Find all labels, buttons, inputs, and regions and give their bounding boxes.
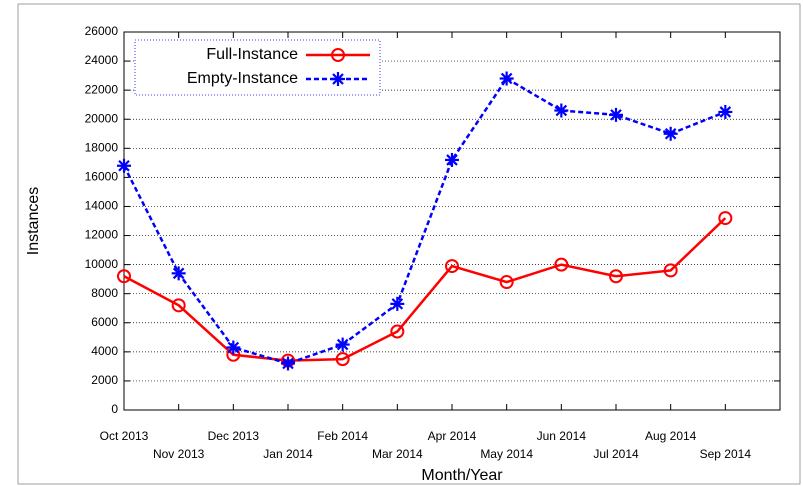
x-tick-label: Feb 2014 [317,429,368,443]
y-tick-label: 2000 [91,373,118,387]
marker [609,107,623,122]
y-tick-label: 22000 [85,82,119,96]
marker [663,126,678,141]
x-tick-label: May 2014 [480,447,533,461]
marker [499,71,514,86]
marker-stroke [664,127,677,140]
marker-stroke [610,109,622,121]
legend-marker [331,72,345,86]
marker [554,103,569,118]
x-tick-label: Dec 2013 [208,429,260,443]
marker-stroke [282,357,294,370]
y-tick-label: 6000 [91,315,118,329]
marker-stroke [336,338,349,351]
marker [554,257,569,272]
x-tick-label: Sep 2014 [700,447,752,461]
marker-stroke [332,73,344,85]
marker-stroke [118,159,130,172]
y-tick-label: 8000 [91,286,118,300]
x-tick-label: Oct 2013 [100,429,149,443]
marker [445,152,459,167]
marker [499,275,514,290]
series-line [123,217,727,362]
marker [335,337,350,352]
marker-stroke [227,341,240,354]
marker [335,352,350,367]
legend-label: Empty-Instance [187,70,298,87]
y-tick-label: 10000 [85,257,119,271]
marker [445,259,459,274]
x-tick-label: Apr 2014 [428,429,477,443]
marker-stroke [446,154,458,166]
marker-stroke [500,72,513,85]
marker [609,269,623,284]
marker [663,263,678,278]
marker [390,324,405,339]
marker-stroke [719,106,732,118]
x-tick-label: Jun 2014 [537,429,587,443]
x-tick-label: Mar 2014 [372,447,423,461]
marker [171,298,186,313]
x-tick-label: Jan 2014 [263,447,313,461]
y-tick-label: 0 [111,402,118,416]
marker-stroke [391,298,404,310]
y-tick-label: 12000 [85,228,119,242]
marker [718,104,733,119]
y-tick-label: 18000 [85,140,119,154]
marker [117,269,131,284]
marker [226,340,241,355]
marker-stroke [172,267,185,280]
y-tick-label: 4000 [91,344,118,358]
marker [117,158,131,173]
series-line [122,76,726,365]
y-tick-label: 14000 [85,199,119,213]
legend-marker [331,48,345,62]
y-axis-label: Instances [25,187,42,255]
y-tick-label: 20000 [85,111,119,125]
y-tick-label: 26000 [85,24,119,38]
y-tick-label: 24000 [85,53,119,67]
marker [281,356,295,371]
marker [718,211,733,226]
x-tick-label: Jul 2014 [593,447,639,461]
marker-stroke [555,104,568,117]
x-tick-label: Nov 2013 [153,447,205,461]
x-axis-label: Month/Year [421,467,503,484]
y-tick-label: 16000 [85,170,119,184]
frame [17,3,801,485]
marker [171,266,186,281]
marker [390,296,405,311]
x-tick-label: Aug 2014 [645,429,697,443]
legend-label: Full-Instance [206,46,298,63]
